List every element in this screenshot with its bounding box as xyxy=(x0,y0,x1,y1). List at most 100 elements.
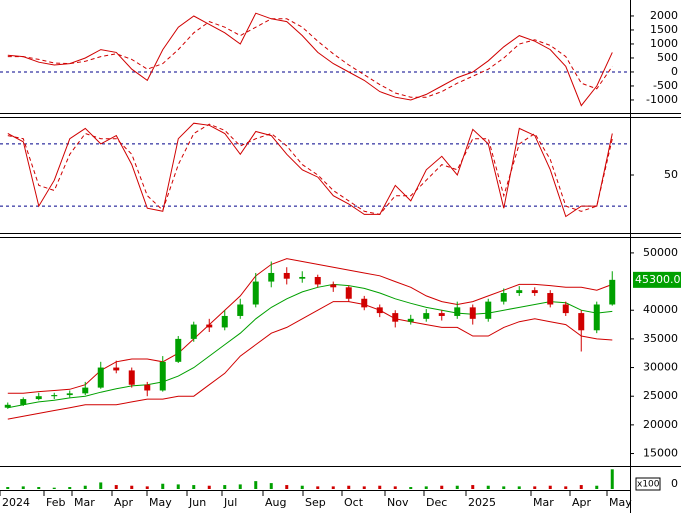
candle-body xyxy=(345,287,352,299)
candle-body xyxy=(268,272,275,282)
volume-bar xyxy=(362,486,366,489)
volume-bar xyxy=(533,486,537,489)
candle-body xyxy=(578,313,585,331)
y-tick-label: 1500 xyxy=(650,23,678,36)
last-price-box xyxy=(633,271,681,288)
x-tick-label: Mar xyxy=(533,496,554,509)
x-tick-label: Apr xyxy=(114,496,134,509)
candle-body xyxy=(330,284,337,288)
y-tick-label: 0 xyxy=(671,65,678,78)
candle-body xyxy=(407,318,414,322)
candle-body xyxy=(128,370,135,385)
x-tick-label: Sep xyxy=(305,496,326,509)
volume-bar xyxy=(548,485,552,489)
y-tick-label: -1000 xyxy=(646,93,678,106)
volume-bar xyxy=(254,481,258,489)
x-tick-label: 2025 xyxy=(468,496,496,509)
volume-bar xyxy=(378,485,382,489)
volume-bar xyxy=(579,485,583,489)
x-tick-label: May xyxy=(149,496,172,509)
candle-body xyxy=(469,307,476,319)
volume-bar xyxy=(300,485,304,489)
y-tick-label: 15000 xyxy=(643,447,678,460)
candle-body xyxy=(454,307,461,316)
y-tick-label: 2000 xyxy=(650,9,678,22)
y-tick-label: 35000 xyxy=(643,332,678,345)
volume-bar xyxy=(21,486,25,489)
y-tick-label: 40000 xyxy=(643,303,678,316)
candle-body xyxy=(221,315,228,328)
candle-body xyxy=(299,276,306,279)
unit-box xyxy=(635,477,661,491)
volume-bar xyxy=(471,485,475,489)
volume-bar xyxy=(52,487,56,489)
candle-body xyxy=(82,387,89,394)
x-tick-label: Jun xyxy=(188,496,206,509)
volume-bar xyxy=(114,485,118,489)
x-tick-label: Jul xyxy=(223,496,237,509)
candle-body xyxy=(35,396,42,400)
x-tick-label: Oct xyxy=(344,496,364,509)
bollinger-lower xyxy=(7,301,613,420)
volume-bar xyxy=(99,482,103,489)
volume-bar xyxy=(238,484,242,489)
signal-line xyxy=(7,18,613,98)
candle-body xyxy=(547,293,554,305)
last-price-label: 45300.00 xyxy=(635,273,681,286)
x-tick-label: 2024 xyxy=(2,496,30,509)
y-tick-label: 25000 xyxy=(643,389,678,402)
candle-body xyxy=(144,384,151,391)
y-tick-label: 50 xyxy=(664,168,678,181)
candle-body xyxy=(283,272,290,279)
x-tick-label: Mar xyxy=(74,496,95,509)
volume-bar xyxy=(192,485,196,489)
candle-body xyxy=(562,304,569,314)
x-tick-label: Apr xyxy=(572,496,592,509)
volume-bar xyxy=(269,483,273,489)
y-tick-label: 30000 xyxy=(643,361,678,374)
volume-unit: x100 xyxy=(637,480,660,490)
candle-body xyxy=(609,279,616,305)
y-tick-label: -500 xyxy=(653,79,678,92)
stoch-k-line xyxy=(7,122,613,218)
candle-body xyxy=(376,307,383,314)
volume-bar xyxy=(130,485,134,489)
volume-bar xyxy=(331,486,335,489)
candle-body xyxy=(392,313,399,322)
volume-bar xyxy=(207,485,211,489)
volume-bar xyxy=(347,485,351,489)
volume-bar xyxy=(316,486,320,489)
volume-bar xyxy=(161,483,165,489)
y-tick-label: 500 xyxy=(657,51,678,64)
candle-body xyxy=(190,324,197,339)
x-tick-label: May xyxy=(609,496,632,509)
candle-body xyxy=(4,404,11,408)
y-tick-label: 20000 xyxy=(643,418,678,431)
candle-body xyxy=(51,395,58,397)
candle-body xyxy=(314,276,321,285)
macd-line xyxy=(7,12,613,107)
volume-bar xyxy=(455,485,459,489)
candle-body xyxy=(361,298,368,308)
volume-bar xyxy=(6,487,10,489)
candle-body xyxy=(206,324,213,328)
candle-body xyxy=(531,290,538,294)
candle-body xyxy=(159,361,166,391)
candle-body xyxy=(485,301,492,319)
volume-bar xyxy=(37,487,41,489)
volume-bar xyxy=(68,487,72,489)
volume-bar xyxy=(517,486,521,489)
volume-bar xyxy=(393,486,397,489)
volume-bar xyxy=(145,486,149,489)
volume-bar xyxy=(610,469,614,489)
volume-bar xyxy=(83,485,87,489)
y-tick-label: 50000 xyxy=(643,246,678,259)
candle-body xyxy=(500,293,507,302)
candle-body xyxy=(516,290,523,294)
candle-body xyxy=(438,313,445,316)
bollinger-upper xyxy=(7,258,613,394)
candle-body xyxy=(113,367,120,371)
candle-body xyxy=(423,313,430,319)
